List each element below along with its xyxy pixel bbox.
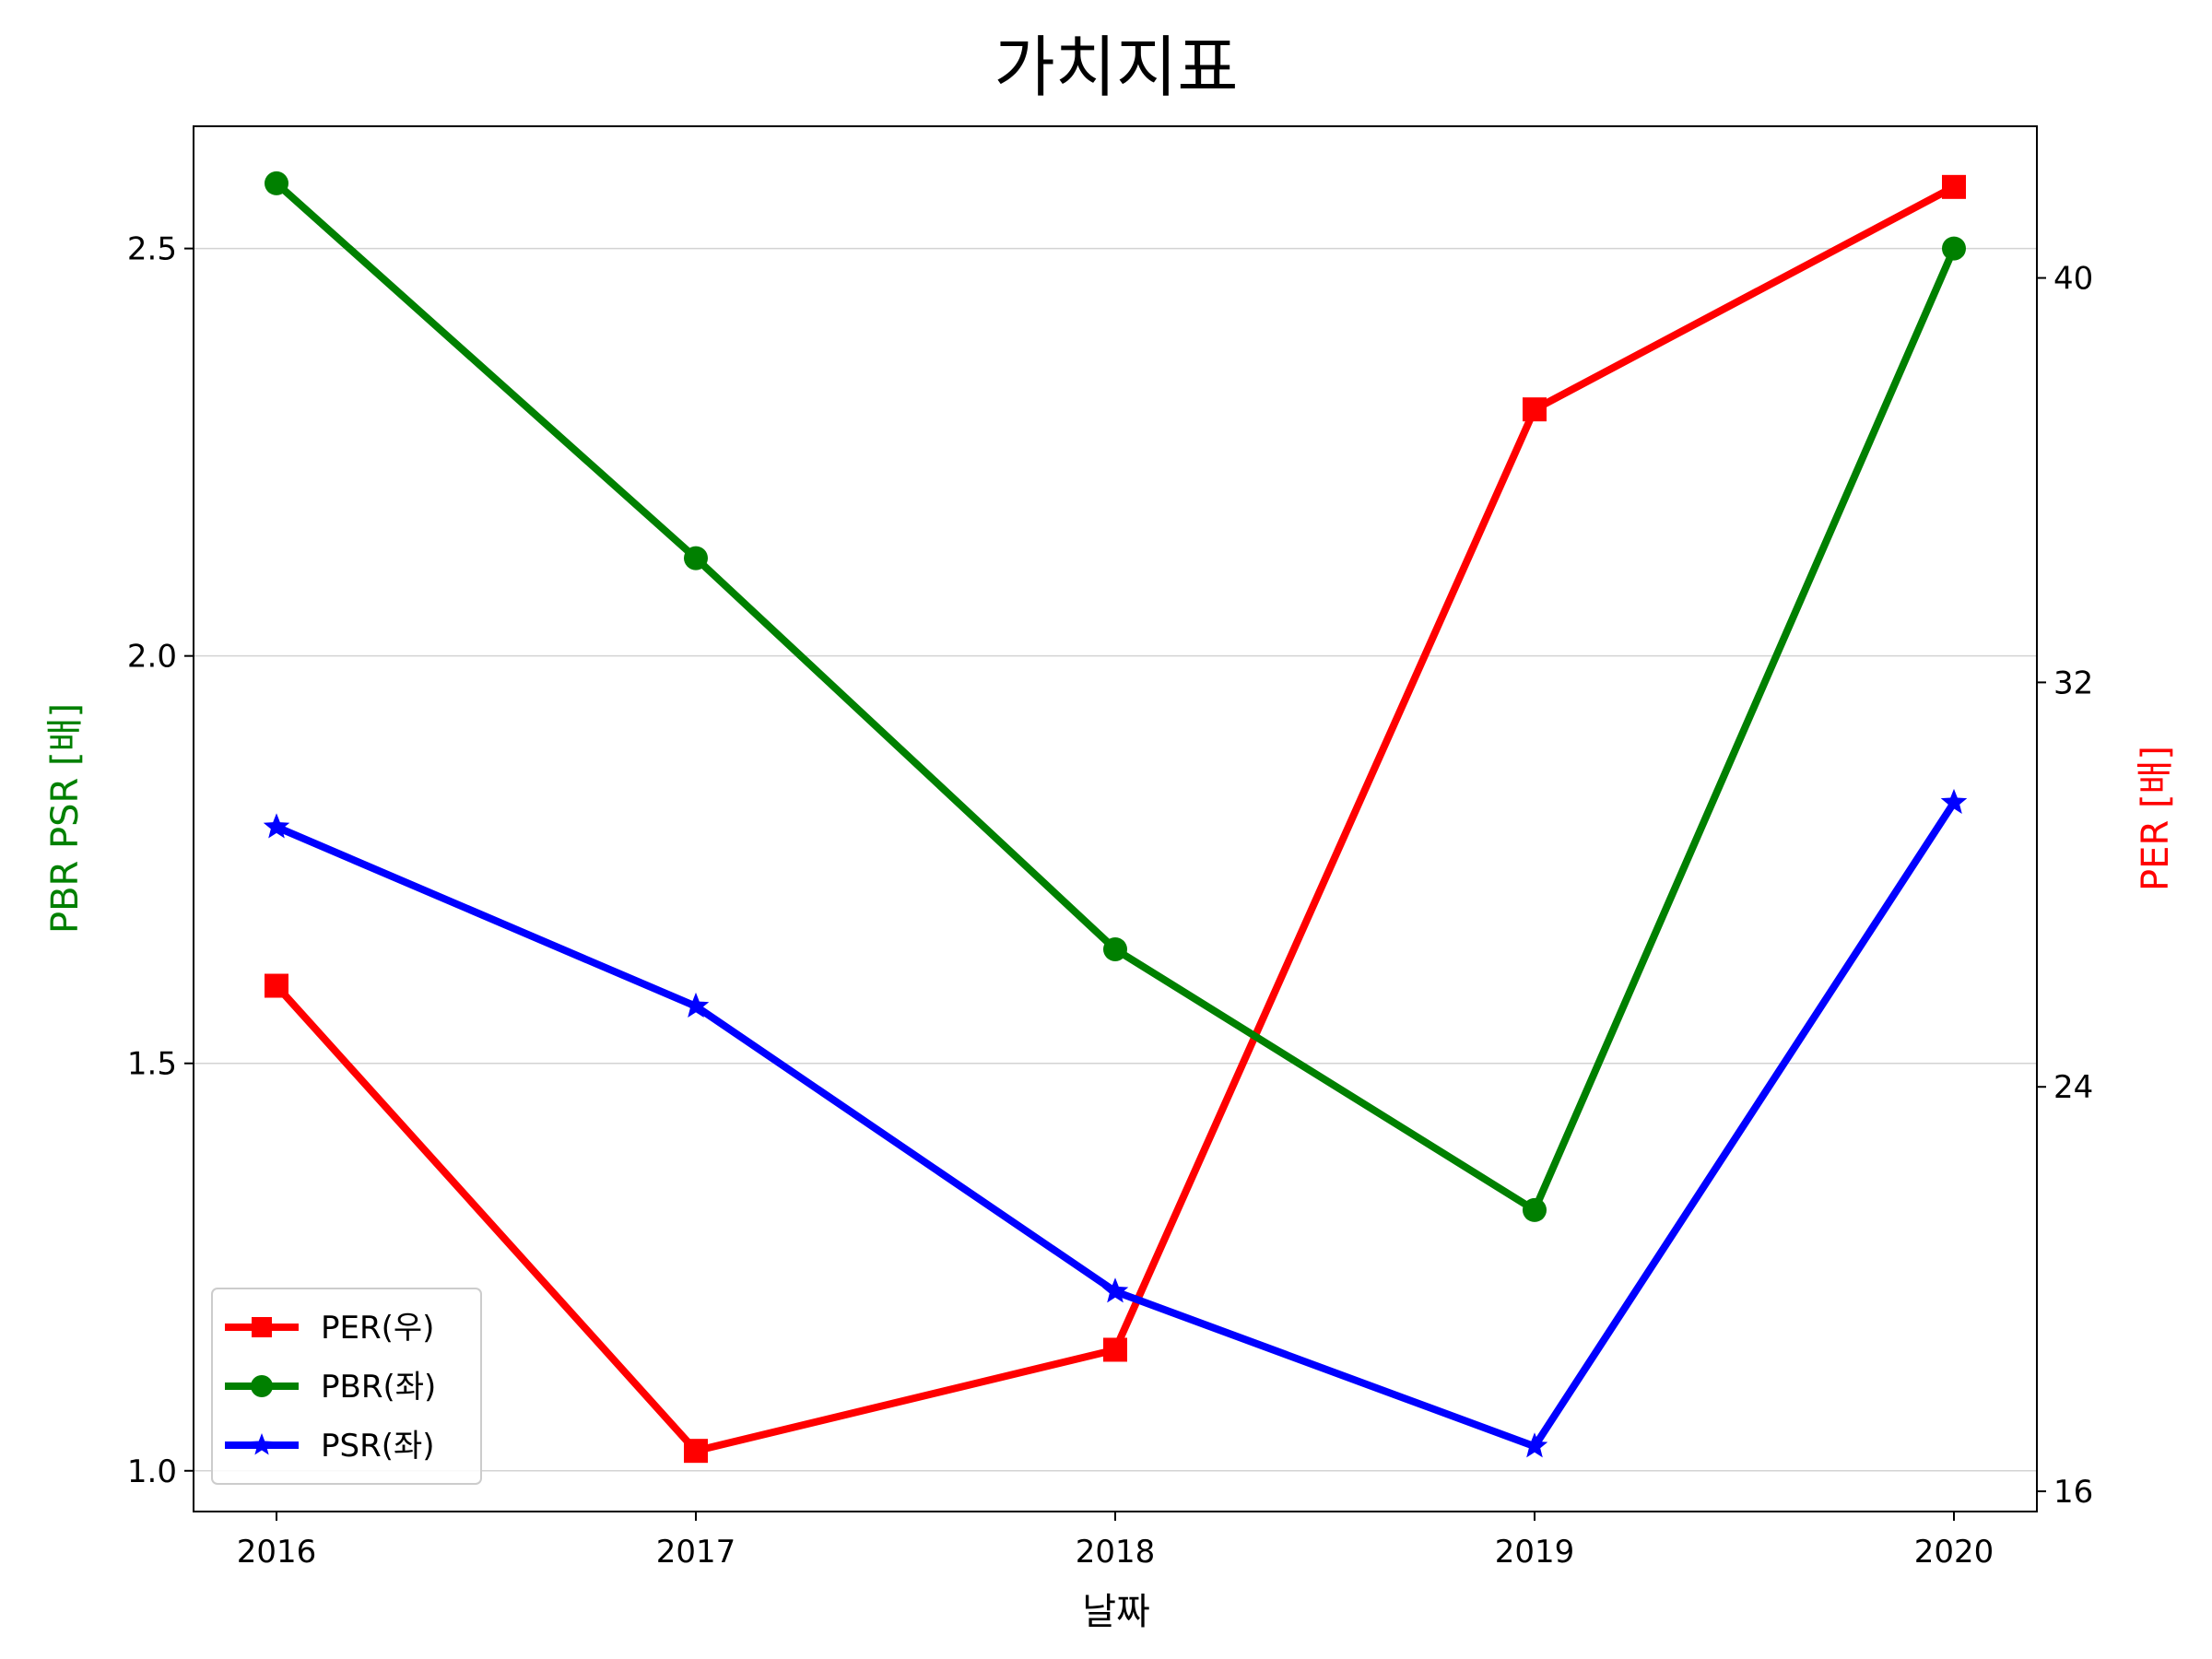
psr-point [682,992,710,1018]
y-axis-label-left: PBR PSR [배] [44,703,87,934]
chart-title: 가치지표 [994,29,1239,106]
y-right-tick-label: 32 [2053,665,2093,701]
legend-marker-per [252,1317,272,1337]
x-tick-label: 2019 [1495,1534,1575,1571]
y-left-tick-label: 1.0 [127,1453,177,1490]
legend-label-per: PER(우) [321,1310,434,1347]
x-tick-label: 2020 [1914,1534,1994,1571]
series-layer [263,171,1968,1464]
legend: PER(우) PBR(좌) PSR(좌) [211,1288,482,1485]
pbr-point [684,546,708,571]
x-tick-label: 2017 [656,1534,736,1571]
x-tick-label: 2018 [1076,1534,1156,1571]
y-axis-label-right: PER [배] [2135,746,2177,891]
legend-label-psr: PSR(좌) [321,1428,435,1465]
y-right-tick-label: 16 [2053,1474,2093,1511]
legend-marker-psr [250,1433,274,1455]
x-axis-label: 날짜 [1082,1591,1150,1633]
series-pbr [265,171,1966,1222]
series-psr [263,788,1968,1458]
pbr-point [1103,936,1127,961]
per-point [1103,1337,1127,1362]
per-point [1942,174,1966,199]
per-point [265,973,288,998]
psr-point [1521,1432,1548,1458]
per-point [684,1439,708,1464]
pbr-point [1942,236,1966,261]
grid-lines [194,247,2037,1472]
legend-label-pbr: PBR(좌) [321,1369,436,1406]
y-left-tick-label: 1.5 [127,1046,177,1083]
legend-box [211,1288,482,1485]
series-per [265,174,1966,1464]
axis-ticks: 1.0 1.5 2.0 2.5 16 24 32 40 2016 2017 2018 2019 2020 [127,231,2093,1571]
psr-point [1940,788,1968,814]
psr-point [1101,1277,1129,1303]
y-left-tick-label: 2.5 [127,231,177,268]
pbr-point [265,171,288,195]
per-point [1523,397,1547,422]
y-right-tick-label: 24 [2053,1069,2093,1106]
psr-point [263,813,290,839]
x-tick-label: 2016 [237,1534,317,1571]
pbr-point [1523,1197,1547,1222]
legend-marker-pbr [251,1375,273,1397]
y-left-tick-label: 2.0 [127,639,177,676]
y-right-tick-label: 40 [2053,261,2093,298]
